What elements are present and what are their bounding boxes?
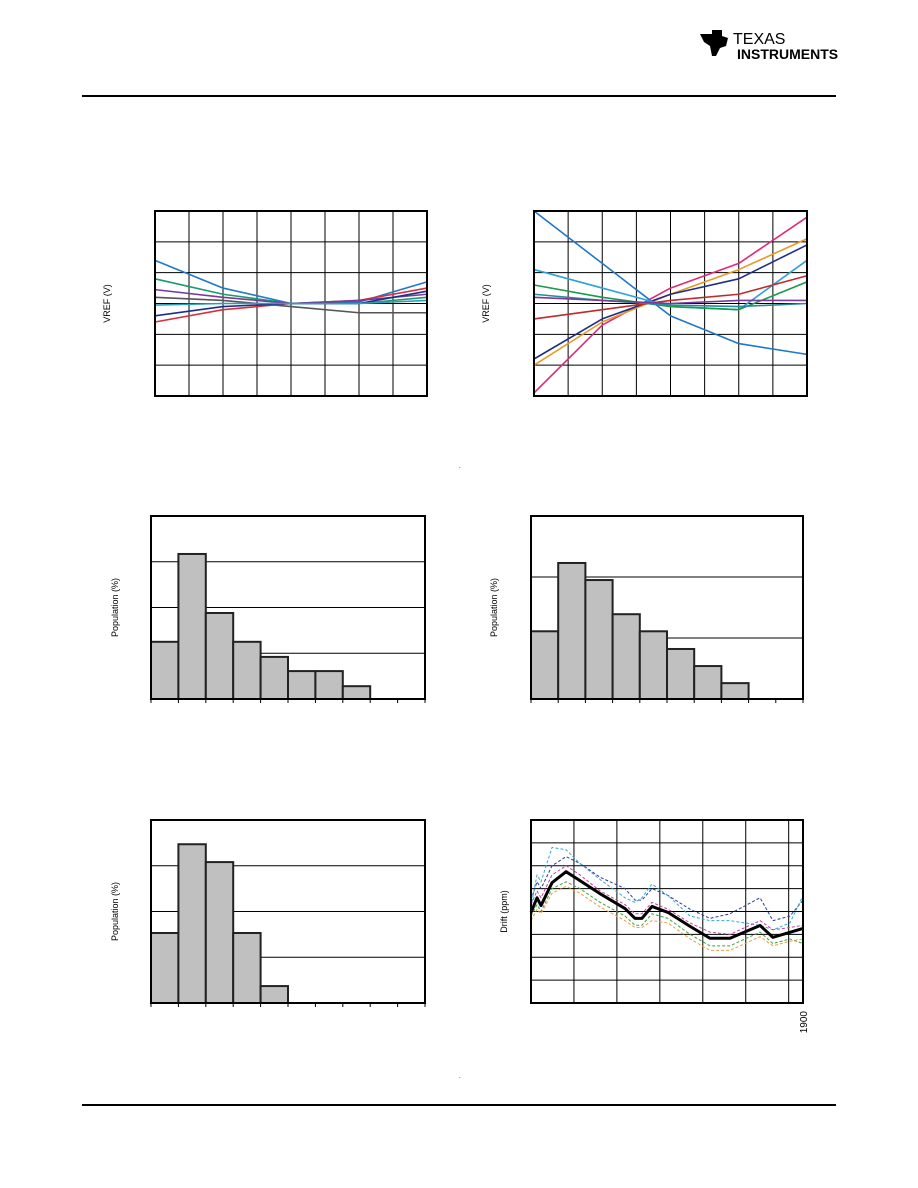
chart: VREF (V) [102,210,428,397]
logo: TEXAS INSTRUMENTS [700,30,838,62]
y-axis-label: Population (%) [110,578,120,637]
plot-frame [530,515,804,700]
note: . [459,1074,461,1080]
series-line [154,296,427,314]
bar [584,579,614,700]
bar [341,685,372,701]
bar [177,843,207,1004]
x-tick-label: 1900 [799,1011,810,1034]
bar [314,670,344,701]
plot-frame [530,819,804,1004]
bar [611,613,641,701]
bar [177,552,207,700]
series-line [529,870,804,940]
series-line [533,274,808,320]
series-line [530,856,804,922]
plot-frame [533,210,808,397]
chart: Population (%) [110,515,426,703]
logo-text: INSTRUMENTS [737,46,838,62]
series-line [530,881,804,947]
y-axis-label: VREF (V) [481,284,491,323]
y-axis-label: VREF (V) [102,284,112,323]
bar [232,640,262,700]
logo-mark [700,30,728,56]
chart: 1900 Drift (ppm) [499,819,810,1034]
bar [259,985,290,1005]
series-line [533,216,808,394]
series-line [533,296,807,305]
series-line [530,846,804,931]
series-line [533,210,808,356]
bar [530,630,560,700]
bar [232,932,262,1004]
y-axis-label: Drift (ppm) [499,890,509,933]
note: . [459,464,461,470]
plot-frame [150,819,426,1004]
bar [150,932,180,1004]
series-line [154,299,428,306]
plot-frame [150,515,426,700]
bar [150,640,180,700]
logo-text: TEXAS [733,31,785,48]
chart: Population (%) [489,515,804,703]
series-line [533,293,808,308]
bar [638,630,668,700]
bar [259,655,290,700]
series-line [533,244,808,360]
bar [204,611,235,700]
bar [557,561,587,700]
bar [720,682,750,701]
bar [693,665,723,700]
chart: Population (%) [110,819,426,1007]
bar [287,670,317,701]
series-line [530,865,804,935]
bar [204,861,235,1005]
y-axis-label: Population (%) [110,882,120,941]
y-axis-label: Population (%) [489,578,499,637]
series-line [530,885,804,951]
plot-frame [154,210,428,397]
bar [666,647,696,700]
chart: VREF (V) [481,210,808,397]
